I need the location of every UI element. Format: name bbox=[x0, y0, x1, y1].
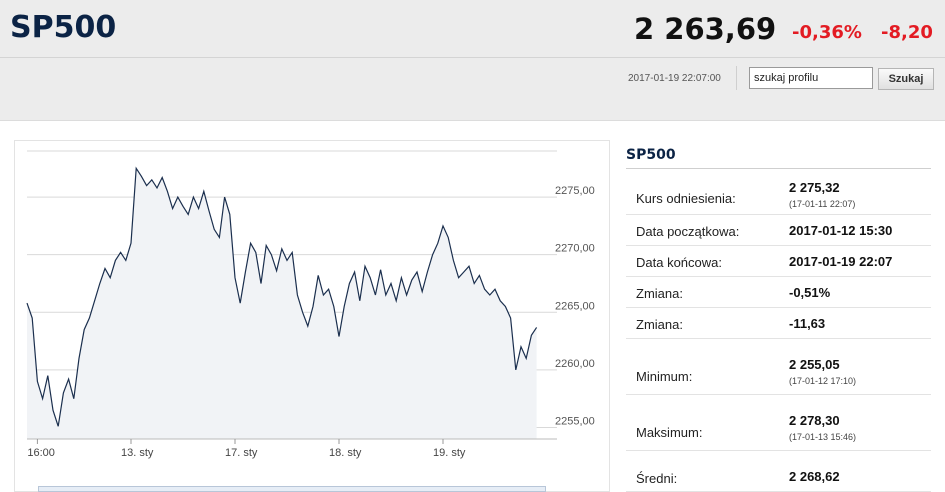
stats-label: Data końcowa: bbox=[636, 255, 722, 270]
x-tick-label: 16:00 bbox=[27, 447, 55, 459]
stats-row: Data początkowa: 2017-01-12 15:30 bbox=[626, 215, 931, 246]
stats-row: Maksimum: 2 278,30 (17-01-13 15:46) bbox=[626, 395, 931, 451]
chart-svg: 2255,00 2260,00 2265,00 2270,00 2275,00 16:00… bbox=[26, 150, 595, 459]
stats-label: Średni: bbox=[636, 471, 678, 486]
stats-label: Zmiana: bbox=[636, 317, 683, 332]
change-absolute: -8,20 bbox=[881, 22, 933, 43]
x-tick-label: 19. sty bbox=[433, 447, 466, 459]
stats-label: Kurs odniesienia: bbox=[636, 191, 736, 206]
stats-row: Zmiana: -0,51% bbox=[626, 277, 931, 308]
top-bar: SP500 2 263,69 -0,36% -8,20 2017-01-19 2… bbox=[0, 0, 945, 100]
stats-subvalue: (17-01-13 15:46) bbox=[789, 432, 857, 442]
y-tick-label: 2260,00 bbox=[555, 358, 595, 370]
x-tick-label: 17. sty bbox=[225, 447, 258, 459]
stats-row: Data końcowa: 2017-01-19 22:07 bbox=[626, 246, 931, 277]
profile-search-input[interactable] bbox=[749, 67, 873, 89]
stats-value: -11,63 bbox=[789, 316, 826, 331]
stats-row: Średni: 2 268,62 bbox=[626, 451, 931, 492]
stats-value: 2 275,32 bbox=[789, 180, 840, 195]
stats-subvalue: (17-01-11 22:07) bbox=[789, 199, 856, 209]
price-chart[interactable]: 2255,00 2260,00 2265,00 2270,00 2275,00 16:00… bbox=[14, 140, 610, 492]
y-tick-label: 2270,00 bbox=[555, 243, 595, 255]
stats-row: Zmiana: -11,63 bbox=[626, 308, 931, 339]
stats-row: Kurs odniesienia: 2 275,32 (17-01-11 22:07… bbox=[626, 169, 931, 215]
change-percent: -0,36% bbox=[792, 22, 862, 43]
chart-navigator[interactable] bbox=[38, 486, 546, 492]
current-price: 2 263,69 bbox=[634, 12, 777, 46]
stats-subvalue: (17-01-12 17:10) bbox=[789, 376, 857, 386]
stats-label: Minimum: bbox=[636, 369, 693, 384]
stats-label: Zmiana: bbox=[636, 286, 683, 301]
stats-row: Minimum: 2 255,05 (17-01-12 17:10) bbox=[626, 339, 931, 395]
ticker-title: SP500 bbox=[10, 10, 117, 45]
stats-title-rule bbox=[626, 168, 931, 169]
x-tick-label: 13. sty bbox=[121, 447, 154, 459]
x-tick-label: 18. sty bbox=[329, 447, 362, 459]
search-button[interactable]: Szukaj bbox=[878, 68, 934, 90]
stats-value: 2 278,30 bbox=[789, 413, 840, 428]
y-tick-label: 2255,00 bbox=[555, 415, 595, 427]
stats-title: SP500 bbox=[626, 147, 676, 163]
quote-timestamp: 2017-01-19 22:07:00 bbox=[628, 73, 721, 84]
series-area bbox=[27, 168, 537, 440]
y-tick-label: 2275,00 bbox=[555, 185, 595, 197]
y-tick-label: 2265,00 bbox=[555, 300, 595, 312]
stats-label: Data początkowa: bbox=[636, 224, 740, 239]
series-line bbox=[26, 166, 538, 427]
stats-value: 2 255,05 bbox=[789, 357, 840, 372]
header-divider bbox=[0, 57, 945, 58]
stats-value: 2 268,62 bbox=[789, 469, 840, 484]
stats-label: Maksimum: bbox=[636, 425, 703, 440]
separator bbox=[736, 66, 737, 90]
stats-value: 2017-01-19 22:07 bbox=[789, 254, 893, 269]
stats-value: -0,51% bbox=[789, 285, 831, 300]
stats-value: 2017-01-12 15:30 bbox=[789, 223, 893, 238]
